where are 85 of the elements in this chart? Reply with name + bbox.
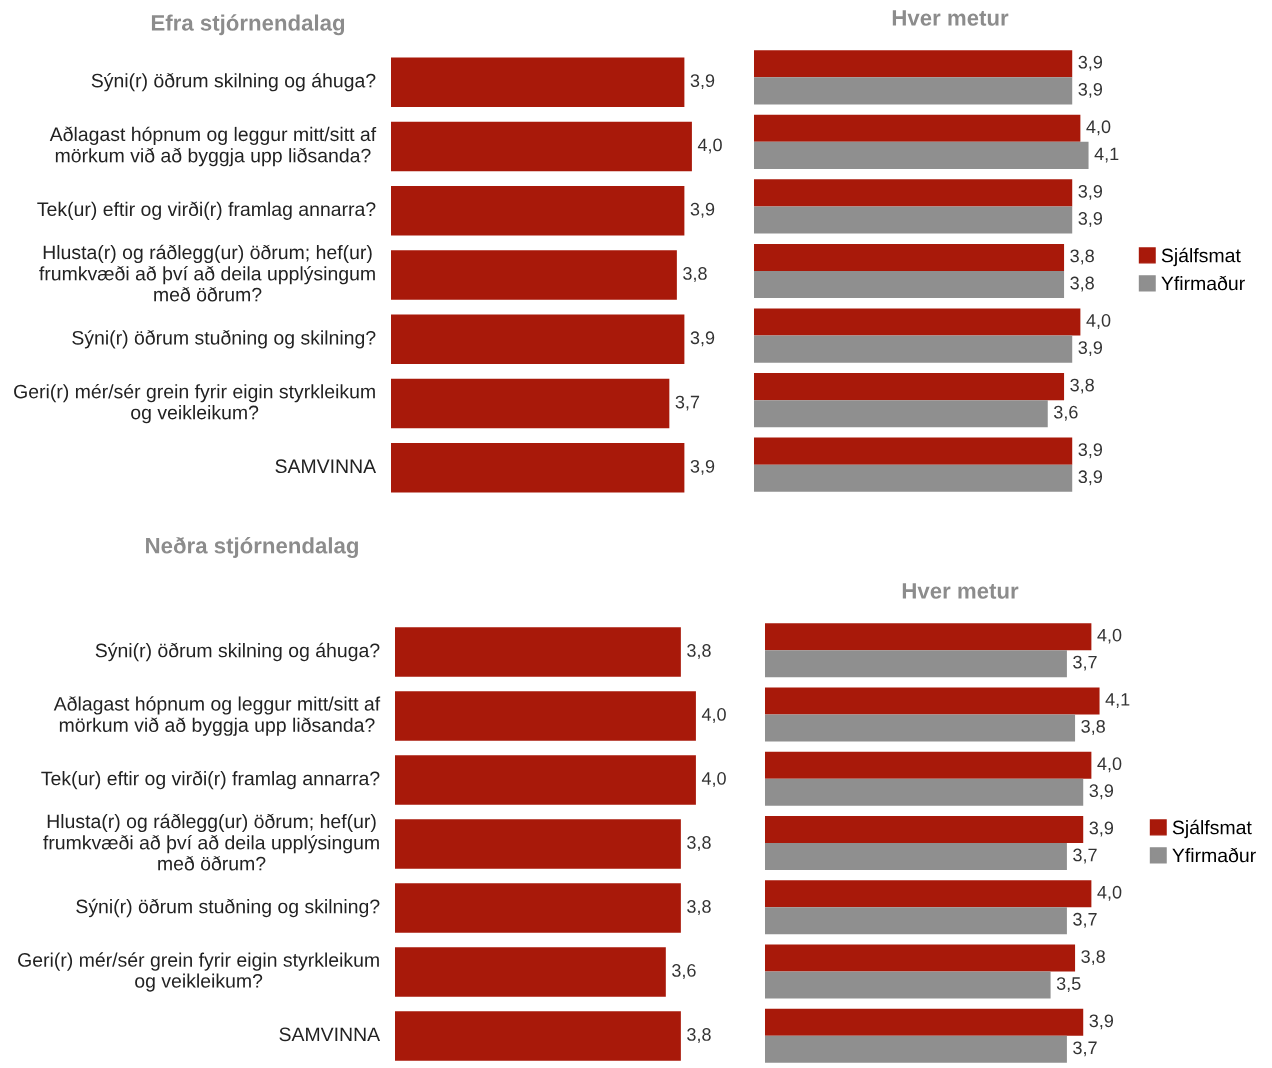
data-label: 3,9 bbox=[1078, 212, 1103, 227]
y-tick-label: Sýni(r) öðrum stuðning og skilning? bbox=[76, 898, 380, 918]
bar bbox=[391, 314, 685, 365]
data-label: 3,9 bbox=[1089, 784, 1114, 800]
data-label: 3,8 bbox=[683, 267, 707, 282]
data-label: 4,0 bbox=[701, 772, 726, 787]
data-label: 4,0 bbox=[1097, 885, 1122, 901]
data-label: 3,7 bbox=[1073, 1041, 1097, 1057]
y-tick-label: Hlusta(r) og ráðlegg(ur) öðrum; hef(ur) frumkvæði að því að deila upplýsingum með öðrum? bbox=[39, 244, 375, 302]
data-label: 3,9 bbox=[1078, 184, 1103, 200]
bar bbox=[754, 141, 1089, 169]
data-label: 4,0 bbox=[1097, 628, 1122, 644]
bar bbox=[754, 400, 1048, 428]
bar bbox=[754, 179, 1073, 207]
legend-label: Yfirmaður bbox=[1172, 847, 1256, 863]
y-tick-label: Aðlagast hópnum og leggur mitt/sitt af mörkum við að byggja upp liðsanda? bbox=[53, 696, 381, 736]
data-label: 3,9 bbox=[690, 74, 715, 90]
data-label: 3,9 bbox=[1089, 821, 1114, 837]
data-label: 3,9 bbox=[690, 202, 715, 218]
data-label: 3,7 bbox=[1073, 655, 1097, 671]
bar bbox=[391, 250, 677, 300]
data-label: 3,6 bbox=[672, 964, 696, 979]
y-tick-label: Sýni(r) öðrum stuðning og skilning? bbox=[72, 330, 376, 349]
bar bbox=[754, 373, 1065, 401]
bar bbox=[391, 57, 685, 107]
data-label: 3,9 bbox=[1078, 341, 1103, 357]
bar bbox=[754, 114, 1081, 142]
y-tick-label: SAMVINNA bbox=[275, 459, 377, 474]
bar bbox=[754, 464, 1073, 492]
y-tick-label: Tek(ur) eftir og virði(r) framlag annarra? bbox=[37, 201, 376, 220]
y-tick-label: Geri(r) mér/sér grein fyrir eigin styrkleikum og veikleikum? bbox=[18, 952, 379, 992]
data-label: 3,9 bbox=[690, 459, 715, 475]
legend-label: Yfirmaður bbox=[1161, 275, 1245, 291]
bar bbox=[391, 378, 670, 429]
data-label: 3,8 bbox=[1081, 719, 1105, 735]
data-label: 3,7 bbox=[675, 395, 700, 411]
data-label: 3,9 bbox=[1078, 470, 1103, 486]
y-tick-label: Aðlagast hópnum og leggur mitt/sitt af mörkum við að byggja upp liðsanda? bbox=[49, 126, 377, 167]
data-label: 3,8 bbox=[1070, 378, 1094, 394]
bar bbox=[754, 50, 1073, 78]
bar bbox=[391, 443, 685, 493]
data-label: 3,8 bbox=[1070, 249, 1094, 265]
data-label: 4,0 bbox=[697, 138, 722, 154]
data-label: 3,9 bbox=[1078, 55, 1103, 71]
data-label: 4,0 bbox=[1097, 757, 1122, 773]
legend-label: Sjálfsmat bbox=[1172, 819, 1252, 839]
data-label: 3,8 bbox=[687, 900, 711, 915]
data-label: 3,8 bbox=[687, 1028, 711, 1043]
data-label: 3,5 bbox=[1056, 977, 1081, 993]
bar bbox=[754, 308, 1081, 336]
y-tick-label: Sýni(r) öðrum skilning og áhuga? bbox=[95, 642, 380, 662]
chart-title: Efra stjórnendalag bbox=[151, 14, 345, 36]
data-label: 3,8 bbox=[1070, 276, 1094, 292]
bar bbox=[754, 271, 1065, 299]
bar bbox=[754, 335, 1073, 363]
y-tick-label: Tek(ur) eftir og virði(r) framlag annarra? bbox=[41, 770, 380, 790]
bar bbox=[754, 77, 1073, 105]
y-tick-label: Sýni(r) öðrum skilning og áhuga? bbox=[91, 72, 376, 92]
legend-label: Sjálfsmat bbox=[1161, 247, 1241, 267]
data-label: 4,0 bbox=[701, 708, 726, 723]
bar bbox=[754, 437, 1073, 465]
data-label: 3,7 bbox=[1073, 912, 1097, 928]
y-tick-label: SAMVINNA bbox=[279, 1027, 381, 1042]
data-label: 4,1 bbox=[1094, 147, 1119, 163]
bar bbox=[391, 185, 685, 236]
data-label: 4,0 bbox=[1086, 314, 1111, 329]
data-label: 3,9 bbox=[1078, 443, 1103, 459]
bar bbox=[391, 121, 692, 172]
y-tick-label: Geri(r) mér/sér grein fyrir eigin styrkleikum og veikleikum? bbox=[14, 383, 375, 424]
data-label: 3,9 bbox=[1078, 82, 1103, 98]
bar bbox=[754, 243, 1065, 271]
data-label: 4,1 bbox=[1105, 693, 1130, 708]
data-label: 3,6 bbox=[1053, 405, 1078, 421]
bar bbox=[754, 206, 1073, 234]
data-label: 3,7 bbox=[1073, 848, 1097, 864]
data-label: 4,0 bbox=[1086, 120, 1111, 136]
data-label: 3,9 bbox=[1089, 1014, 1114, 1030]
data-label: 3,8 bbox=[1081, 950, 1105, 966]
y-tick-label: Hlusta(r) og ráðlegg(ur) öðrum; hef(ur) frumkvæði að því að deila upplýsingum með öðrum? bbox=[43, 813, 379, 871]
chart-title: Neðra stjórnendalag bbox=[146, 537, 358, 559]
data-label: 3,9 bbox=[690, 331, 715, 347]
data-label: 3,8 bbox=[687, 836, 711, 851]
chart-title: Hver metur bbox=[892, 10, 1009, 26]
chart-title: Hver metur bbox=[902, 583, 1019, 599]
data-label: 3,8 bbox=[687, 644, 711, 659]
